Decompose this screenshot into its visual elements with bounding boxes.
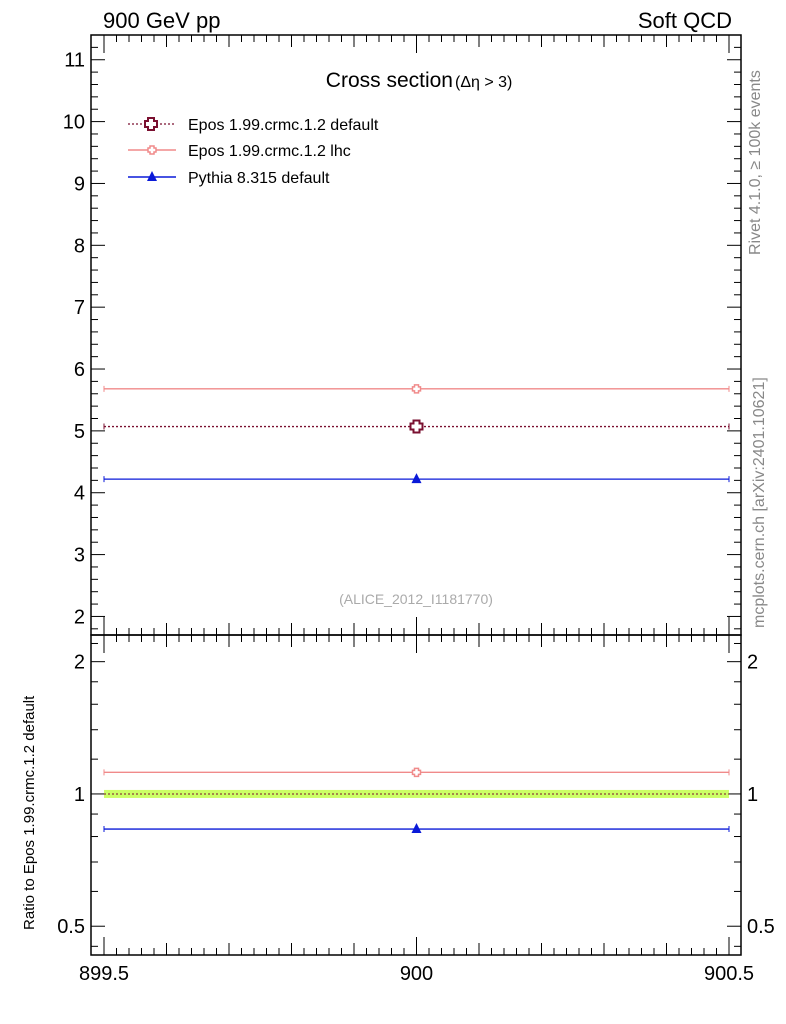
ratio-y-tick-label: 2 — [74, 652, 85, 674]
axis-ticks — [91, 35, 741, 955]
legend-marker-pythia — [147, 171, 157, 181]
legend-marker-epos-lhc — [147, 145, 157, 155]
main-y-tick-label: 7 — [74, 297, 85, 319]
ratio-y-tick-label: 1 — [74, 784, 85, 806]
header-left: 900 GeV pp — [103, 8, 220, 33]
x-tick-label: 900 — [400, 963, 433, 985]
ratio-pythia-8-315-default-marker — [411, 823, 422, 834]
rivet-version-label: Rivet 4.1.0, ≥ 100k events — [747, 70, 764, 255]
ratio-y-tick-label: 0.5 — [57, 916, 85, 938]
ratio-y-axis-label: Ratio to Epos 1.99.crmc.1.2 default — [21, 695, 38, 930]
main-y-tick-label: 4 — [74, 483, 85, 505]
data-marks — [103, 384, 730, 834]
legend-label-pythia: Pythia 8.315 default — [188, 170, 330, 187]
x-tick-label: 900.5 — [704, 963, 754, 985]
legend-label-epos-default: Epos 1.99.crmc.1.2 default — [188, 117, 379, 134]
mcplots-label: mcplots.cern.ch [arXiv:2401.10621] — [751, 377, 768, 628]
main-title: Cross section — [326, 69, 453, 92]
header-right: Soft QCD — [638, 8, 732, 33]
legend-marker-epos-default — [144, 117, 158, 131]
reference-band — [104, 789, 729, 798]
main-epos-1-99-crmc-1-2-lhc-marker — [411, 384, 422, 394]
main-epos-1-99-crmc-1-2-default-marker — [409, 419, 424, 434]
ratio-y-tick-label-right: 2 — [747, 652, 758, 674]
main-y-tick-label: 6 — [74, 359, 85, 381]
main-y-tick-label: 9 — [74, 173, 85, 195]
analysis-watermark: (ALICE_2012_I1181770) — [339, 591, 493, 607]
main-y-tick-label: 10 — [63, 112, 85, 134]
main-y-tick-label: 3 — [74, 545, 85, 567]
x-tick-label: 899.5 — [79, 963, 129, 985]
main-y-tick-label: 2 — [74, 606, 85, 628]
legend: Epos 1.99.crmc.1.2 default Epos 1.99.crm… — [128, 117, 379, 187]
main-title-suffix: (Δη > 3) — [455, 74, 512, 91]
main-pythia-8-315-default-marker — [411, 473, 422, 484]
ratio-y-tick-label-right: 0.5 — [747, 916, 775, 938]
main-y-tick-label: 8 — [74, 235, 85, 257]
main-y-tick-label: 5 — [74, 421, 85, 443]
ratio-epos-1-99-crmc-1-2-lhc-marker — [411, 767, 422, 778]
ratio-y-tick-label-right: 1 — [747, 784, 758, 806]
main-y-tick-label: 11 — [64, 50, 85, 72]
legend-label-epos-lhc: Epos 1.99.crmc.1.2 lhc — [188, 143, 351, 160]
